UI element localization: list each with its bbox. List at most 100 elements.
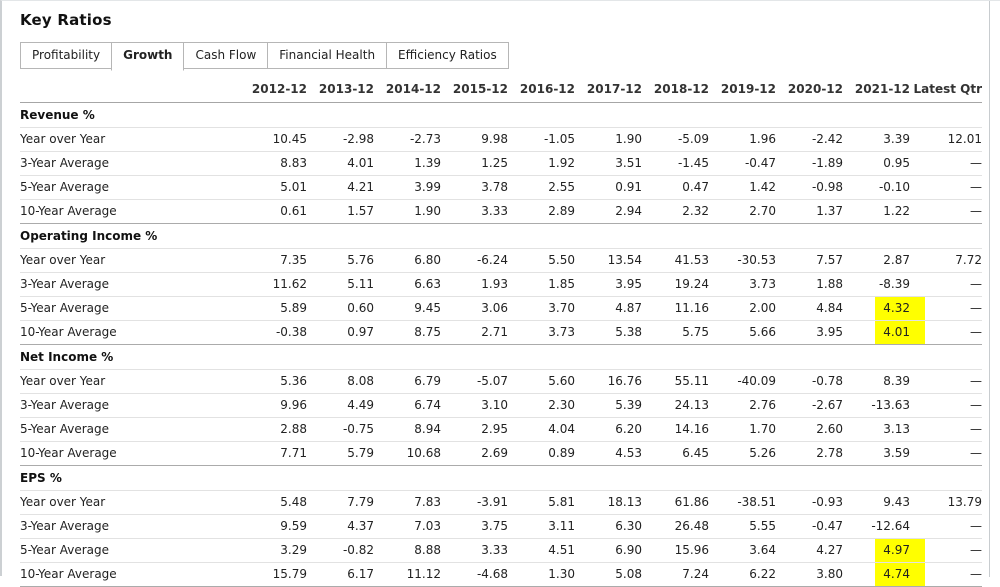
value-cell: -2.42 <box>776 127 843 152</box>
value-cell: — <box>910 369 982 394</box>
table-row-operating-income-10-year-average: 10-Year Average -0.38 0.97 8.75 2.71 3.73 5.38… <box>20 320 982 345</box>
column-header-2012-12: 2012-12 <box>240 79 307 103</box>
value-cell: -0.98 <box>776 175 843 200</box>
value-cell: 7.35 <box>240 248 307 273</box>
table-row-eps-10-year-average: 10-Year Average 15.79 6.17 11.12 -4.68 1.30 5.… <box>20 562 982 587</box>
value-cell: 6.74 <box>374 393 441 418</box>
value-cell: -6.24 <box>441 248 508 273</box>
key-ratios-table: 2012-12 2013-12 2014-12 2015-12 2016-12 2017-… <box>20 79 982 587</box>
value-cell: 3.80 <box>776 562 843 587</box>
value-cell: 5.01 <box>240 175 307 200</box>
table-header: 2012-12 2013-12 2014-12 2015-12 2016-12 2017-… <box>20 79 982 103</box>
value-cell: 5.26 <box>709 441 776 466</box>
value-cell: 16.76 <box>575 369 642 394</box>
value-cell: 9.43 <box>843 490 910 515</box>
value-cell: 3.13 <box>843 417 910 442</box>
value-cell: 14.16 <box>642 417 709 442</box>
value-cell: 12.01 <box>910 127 982 152</box>
page-title: Key Ratios <box>20 11 112 29</box>
value-cell: 3.59 <box>843 441 910 466</box>
value-cell: 5.38 <box>575 320 642 345</box>
value-cell: 2.89 <box>508 199 575 224</box>
row-label: 10-Year Average <box>20 320 240 345</box>
section-row-eps: EPS % <box>20 465 982 491</box>
value-cell: 3.75 <box>441 514 508 539</box>
tab-efficiency-ratios[interactable]: Efficiency Ratios <box>386 42 509 69</box>
tab-financial-health[interactable]: Financial Health <box>267 42 388 69</box>
value-cell: — <box>910 514 982 539</box>
value-cell: 3.06 <box>441 296 508 321</box>
value-cell: 3.99 <box>374 175 441 200</box>
value-cell: 4.04 <box>508 417 575 442</box>
section-title: EPS % <box>20 465 982 491</box>
row-label: 10-Year Average <box>20 562 240 587</box>
tab-growth[interactable]: Growth <box>111 42 185 71</box>
value-cell: 24.13 <box>642 393 709 418</box>
value-cell: 6.80 <box>374 248 441 273</box>
row-label: Year over Year <box>20 369 240 394</box>
value-cell: 9.45 <box>374 296 441 321</box>
value-cell: 1.37 <box>776 199 843 224</box>
value-cell: 8.94 <box>374 417 441 442</box>
value-cell: 6.45 <box>642 441 709 466</box>
value-cell: 10.45 <box>240 127 307 152</box>
value-cell: — <box>910 272 982 297</box>
tab-cash-flow[interactable]: Cash Flow <box>183 42 269 69</box>
value-cell: 3.95 <box>776 320 843 345</box>
value-cell: -13.63 <box>843 393 910 418</box>
value-cell: — <box>910 151 982 176</box>
value-cell: 0.89 <box>508 441 575 466</box>
value-cell: 0.97 <box>307 320 374 345</box>
value-cell: 3.10 <box>441 393 508 418</box>
value-cell: -0.10 <box>843 175 910 200</box>
value-cell: 5.39 <box>575 393 642 418</box>
value-cell: 5.66 <box>709 320 776 345</box>
value-cell: 1.42 <box>709 175 776 200</box>
value-cell: 9.96 <box>240 393 307 418</box>
value-cell: 55.11 <box>642 369 709 394</box>
value-cell: 1.93 <box>441 272 508 297</box>
tab-profitability[interactable]: Profitability <box>20 42 113 69</box>
value-cell: -1.05 <box>508 127 575 152</box>
panel-right-border <box>989 1 990 577</box>
value-cell: 4.84 <box>776 296 843 321</box>
value-cell: 5.08 <box>575 562 642 587</box>
table-row-operating-income-year-over-year: Year over Year 7.35 5.76 6.80 -6.24 5.50 13.54… <box>20 248 982 273</box>
value-cell: 1.70 <box>709 417 776 442</box>
highlighted-cell: 4.01 <box>843 320 925 345</box>
value-cell: — <box>910 175 982 200</box>
value-cell: 3.70 <box>508 296 575 321</box>
value-cell: 0.95 <box>843 151 910 176</box>
value-cell: 3.33 <box>441 538 508 563</box>
value-cell: — <box>910 393 982 418</box>
section-title: Net Income % <box>20 344 982 370</box>
value-cell: -2.67 <box>776 393 843 418</box>
table-row-operating-income-3-year-average: 3-Year Average 11.62 5.11 6.63 1.93 1.85 3.95 1… <box>20 272 982 297</box>
value-cell: 5.79 <box>307 441 374 466</box>
table-row-net-income-3-year-average: 3-Year Average 9.96 4.49 6.74 3.10 2.30 5.39 24… <box>20 393 982 418</box>
highlighted-cell: 4.74 <box>843 562 925 587</box>
value-cell: 3.95 <box>575 272 642 297</box>
value-cell: -30.53 <box>709 248 776 273</box>
column-header-2017-12: 2017-12 <box>575 79 642 103</box>
value-cell: 3.73 <box>508 320 575 345</box>
column-header-2013-12: 2013-12 <box>307 79 374 103</box>
value-cell: 3.29 <box>240 538 307 563</box>
value-cell: 7.71 <box>240 441 307 466</box>
value-cell: 3.11 <box>508 514 575 539</box>
value-cell: 2.55 <box>508 175 575 200</box>
value-cell: 2.30 <box>508 393 575 418</box>
value-cell: 2.87 <box>843 248 910 273</box>
value-cell: 2.60 <box>776 417 843 442</box>
value-cell: — <box>910 417 982 442</box>
value-cell: 5.11 <box>307 272 374 297</box>
value-cell: 7.24 <box>642 562 709 587</box>
table-row-eps-5-year-average: 5-Year Average 3.29 -0.82 8.88 3.33 4.51 6.90 1… <box>20 538 982 563</box>
value-cell: 2.88 <box>240 417 307 442</box>
value-cell: -2.98 <box>307 127 374 152</box>
value-cell: 0.47 <box>642 175 709 200</box>
value-cell: 2.95 <box>441 417 508 442</box>
value-cell: 5.36 <box>240 369 307 394</box>
value-cell: 7.03 <box>374 514 441 539</box>
value-cell: 6.20 <box>575 417 642 442</box>
